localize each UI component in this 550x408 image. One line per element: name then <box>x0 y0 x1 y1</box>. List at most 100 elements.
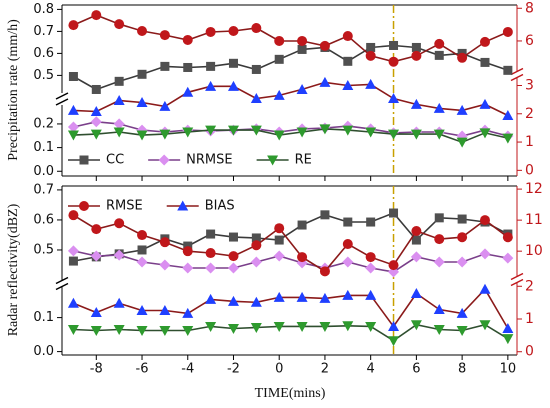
y-tick-label: 0.2 <box>33 116 54 131</box>
marker <box>67 104 79 115</box>
marker <box>433 304 445 315</box>
marker <box>136 326 148 337</box>
marker <box>136 96 148 107</box>
x-tick-label: -2 <box>227 362 240 377</box>
marker <box>227 323 239 334</box>
y2-tick-label: 1 <box>525 311 534 327</box>
marker <box>251 23 262 34</box>
marker <box>159 259 171 271</box>
series-line <box>73 323 509 342</box>
marker <box>433 102 445 113</box>
marker <box>319 124 331 135</box>
marker <box>342 289 354 300</box>
marker <box>206 61 216 71</box>
legend-label: RMSE <box>106 199 143 214</box>
marker <box>250 92 262 103</box>
marker <box>159 30 170 41</box>
axis-break <box>55 98 69 106</box>
marker <box>434 213 444 223</box>
marker <box>388 56 399 67</box>
y-tick-label: 0.1 <box>33 140 54 155</box>
marker <box>342 79 354 90</box>
marker <box>136 130 148 141</box>
y-tick-label: 0.6 <box>33 212 54 227</box>
marker <box>502 322 514 333</box>
marker <box>228 232 238 242</box>
marker <box>67 245 79 257</box>
marker <box>456 307 468 318</box>
marker <box>182 34 193 45</box>
marker <box>410 129 422 140</box>
marker <box>67 325 79 335</box>
y2-tick-label: 3 <box>525 77 534 93</box>
y2-tick-label: 2 <box>525 278 534 294</box>
x-tick-label: 2 <box>321 362 329 377</box>
y2-tick-label: 2 <box>525 106 534 122</box>
axis-break <box>55 276 69 285</box>
marker <box>113 118 125 130</box>
marker <box>502 109 514 120</box>
marker <box>410 320 422 331</box>
marker <box>342 256 354 268</box>
x-tick-label: -8 <box>90 362 103 377</box>
marker <box>274 223 285 234</box>
marker <box>433 256 445 268</box>
marker <box>457 232 468 243</box>
marker <box>365 321 377 332</box>
legend-label: CC <box>106 153 124 168</box>
marker <box>297 252 308 263</box>
x-tick-label: -6 <box>136 362 149 377</box>
marker <box>159 100 171 111</box>
legend-label: NRMSE <box>186 153 232 168</box>
marker <box>410 287 422 298</box>
marker <box>206 229 216 239</box>
x-tick-label: 8 <box>458 362 466 377</box>
marker <box>274 35 285 46</box>
marker <box>137 69 147 79</box>
series-line <box>73 287 509 329</box>
marker <box>457 214 467 224</box>
marker <box>366 42 376 52</box>
marker <box>67 297 79 308</box>
series-line <box>73 81 509 117</box>
x-tick-label: -4 <box>181 362 194 377</box>
marker <box>90 106 102 117</box>
marker <box>410 251 422 263</box>
marker <box>273 130 285 141</box>
marker <box>411 50 422 61</box>
marker <box>273 321 285 332</box>
marker <box>91 224 102 235</box>
marker <box>160 61 170 71</box>
marker <box>251 64 261 74</box>
x-axis-label: TIME(mins) <box>255 386 326 401</box>
y-tick-label: 0.6 <box>33 46 54 61</box>
marker <box>250 296 262 307</box>
legend-marker <box>158 154 170 166</box>
marker <box>342 125 354 136</box>
marker <box>411 42 421 52</box>
marker <box>479 215 490 226</box>
marker <box>479 320 491 331</box>
marker <box>68 72 78 81</box>
y-tick-label: 0.0 <box>33 164 54 179</box>
marker <box>365 289 377 300</box>
marker <box>183 241 193 251</box>
axis-break <box>55 282 69 291</box>
marker <box>137 25 148 36</box>
marker <box>90 306 102 317</box>
y-tick-label: 0.1 <box>33 310 54 325</box>
marker <box>434 50 444 60</box>
marker <box>205 293 217 304</box>
axis-break <box>55 92 69 100</box>
marker <box>479 36 490 47</box>
marker <box>159 304 171 315</box>
marker <box>365 50 376 61</box>
axis-break <box>510 73 524 82</box>
marker <box>456 104 468 115</box>
marker <box>319 40 330 51</box>
marker <box>342 31 353 42</box>
marker <box>137 245 147 255</box>
x-tick-label: 4 <box>367 362 375 377</box>
marker <box>227 262 239 274</box>
